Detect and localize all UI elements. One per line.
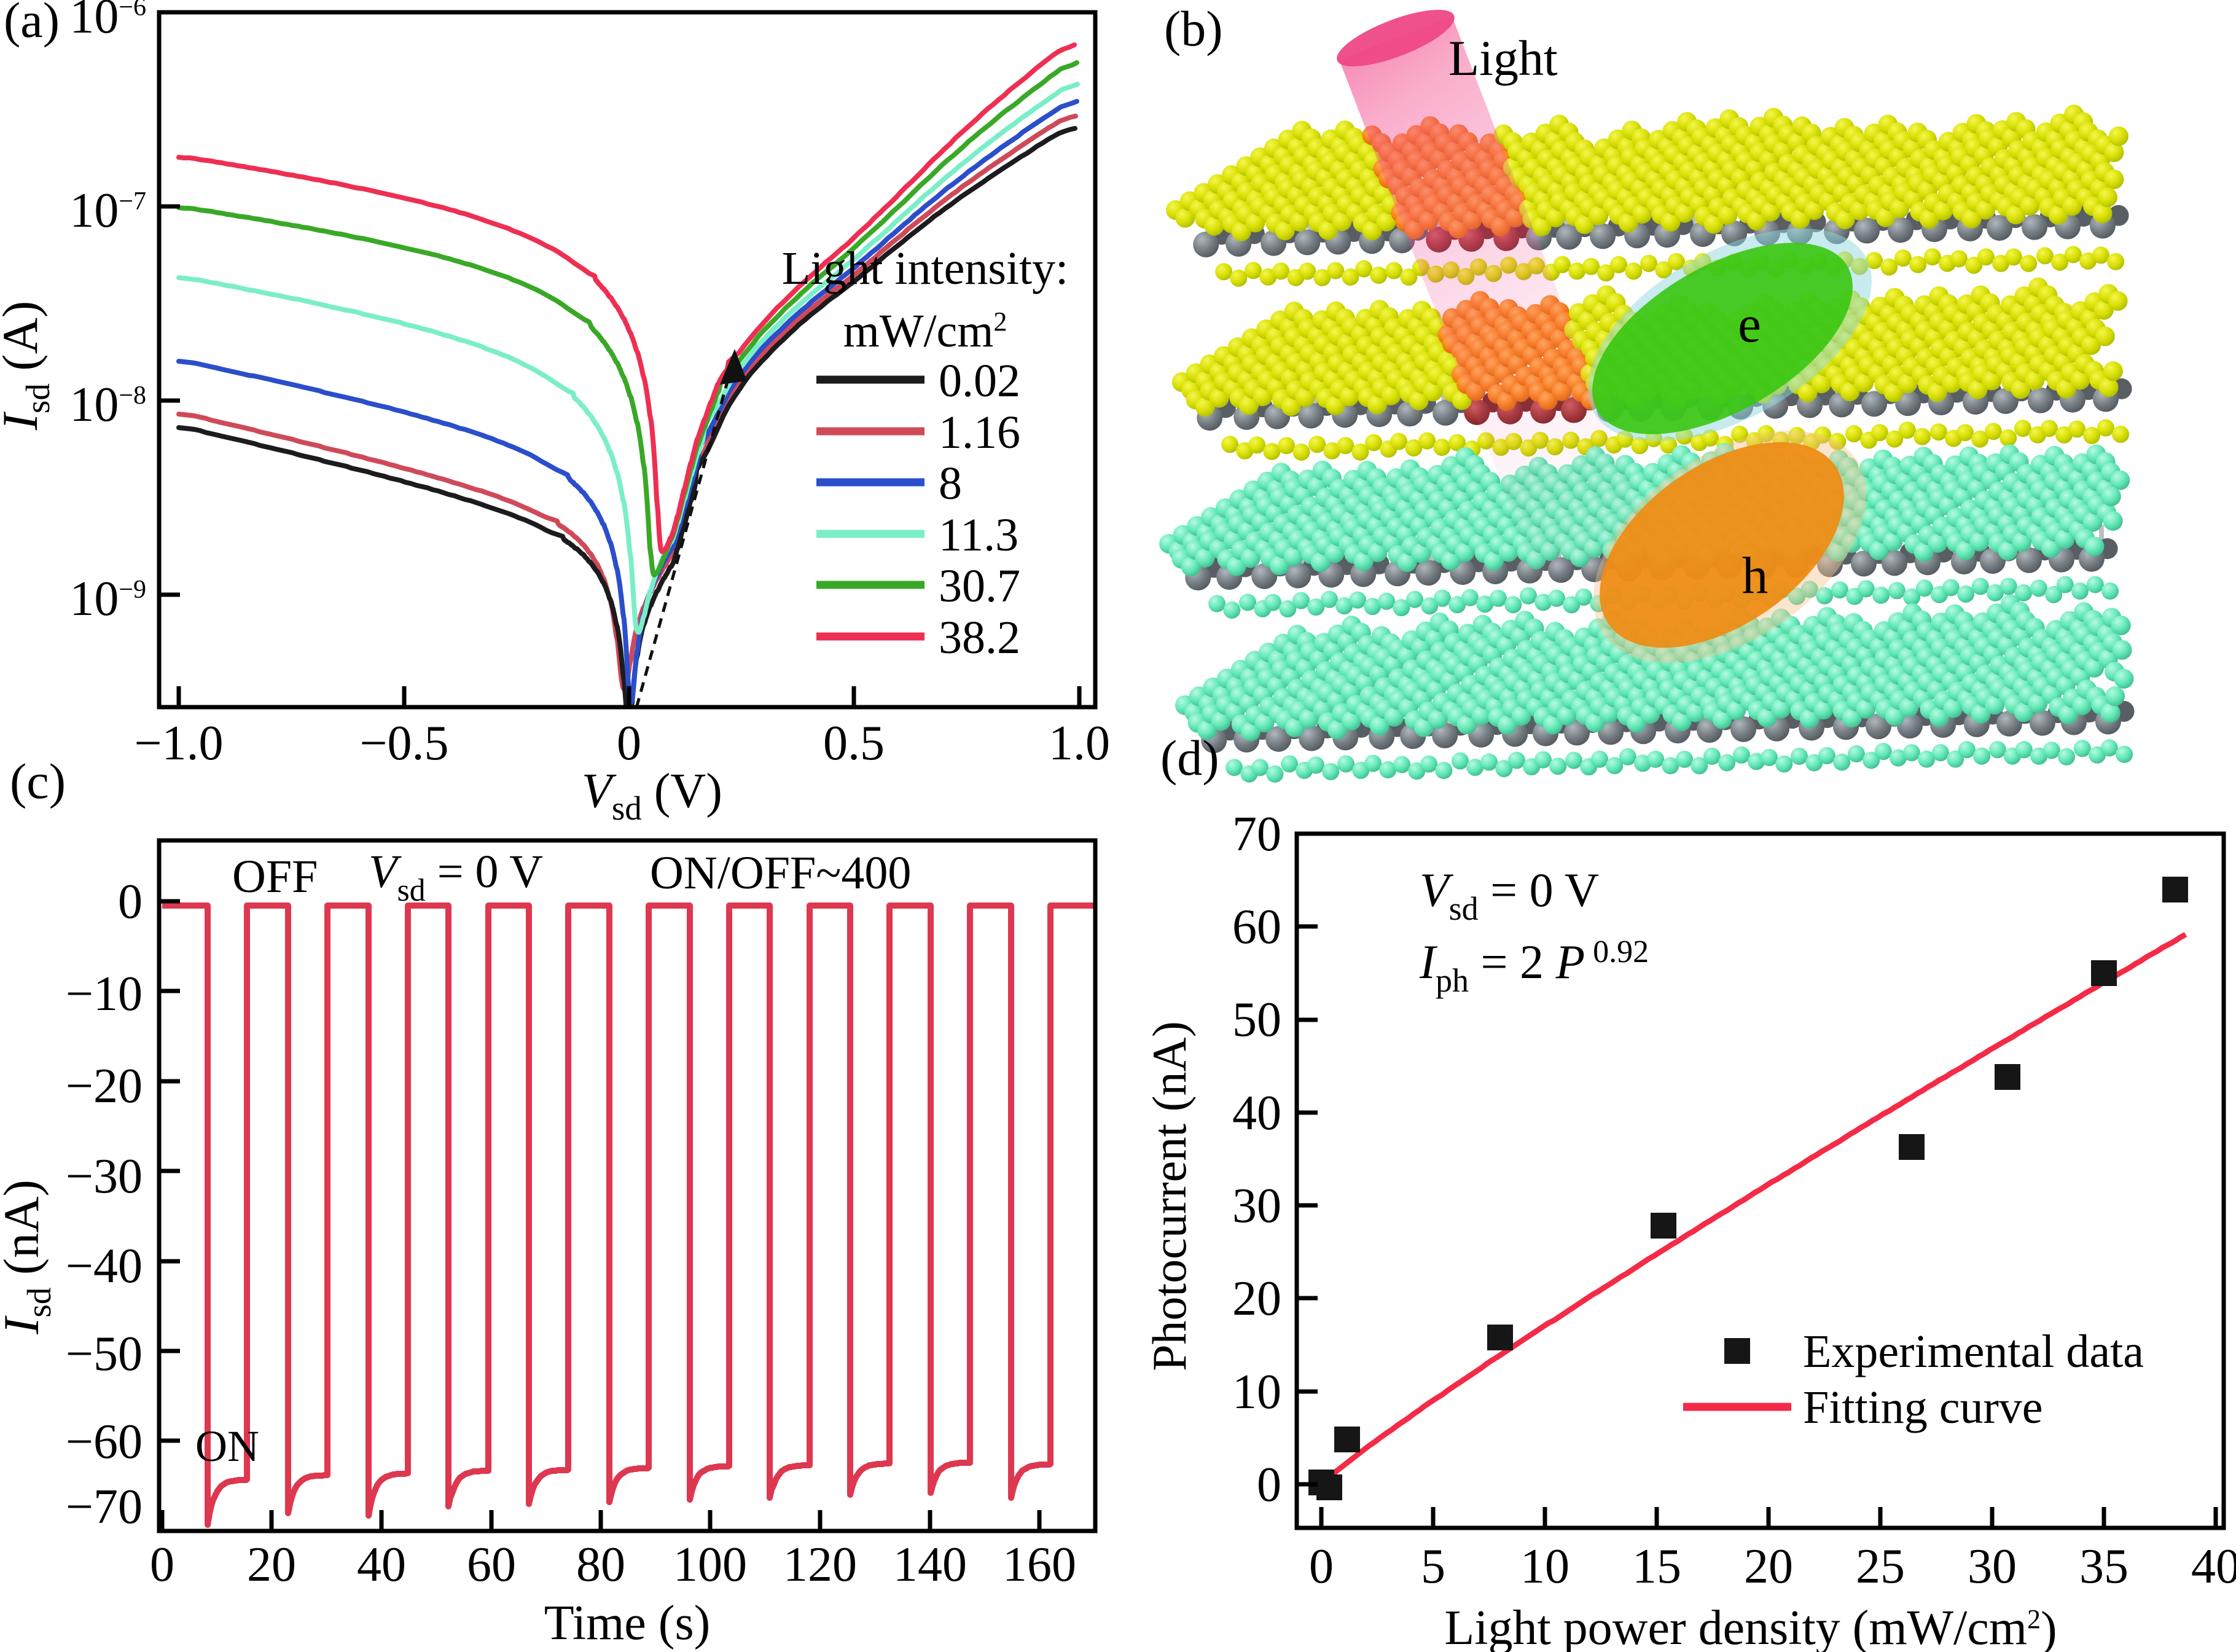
svg-text:(d): (d)	[1160, 730, 1219, 786]
svg-text:−1.0: −1.0	[134, 716, 223, 770]
svg-text:OFF: OFF	[232, 851, 318, 902]
svg-text:10−9: 10−9	[69, 572, 146, 626]
svg-text:10: 10	[1232, 1365, 1281, 1419]
svg-text:(b): (b)	[1164, 1, 1223, 57]
svg-text:Vsd = 0 V: Vsd = 0 V	[1420, 863, 1599, 927]
svg-text:10−8: 10−8	[69, 378, 146, 432]
svg-text:1.16: 1.16	[939, 407, 1020, 458]
svg-text:20: 20	[1744, 1540, 1793, 1594]
svg-text:Isd (A): Isd (A)	[0, 301, 57, 431]
svg-text:−0.5: −0.5	[359, 716, 448, 770]
svg-text:30: 30	[1232, 1179, 1281, 1233]
svg-text:−30: −30	[66, 1149, 143, 1204]
svg-text:0: 0	[118, 875, 143, 929]
svg-text:Vsd (V): Vsd (V)	[582, 764, 722, 827]
svg-text:15: 15	[1632, 1540, 1681, 1594]
svg-text:50: 50	[1232, 993, 1281, 1047]
svg-text:Time (s): Time (s)	[544, 1596, 710, 1650]
svg-text:Iph = 2 P 0.92: Iph = 2 P 0.92	[1419, 934, 1649, 999]
svg-text:25: 25	[1856, 1540, 1905, 1594]
svg-text:11.3: 11.3	[939, 509, 1018, 561]
svg-text:38.2: 38.2	[939, 612, 1020, 664]
svg-text:Light power density (mW/cm2): Light power density (mW/cm2)	[1444, 1601, 2057, 1652]
svg-text:160: 160	[1003, 1538, 1076, 1592]
svg-text:40: 40	[2191, 1540, 2236, 1594]
svg-text:Light intensity:: Light intensity:	[782, 243, 1069, 294]
svg-text:−40: −40	[66, 1239, 143, 1293]
svg-text:10: 10	[1520, 1540, 1570, 1594]
svg-text:35: 35	[2079, 1540, 2128, 1594]
svg-text:Experimental data: Experimental data	[1803, 1326, 2144, 1377]
svg-text:Light: Light	[1448, 30, 1558, 86]
svg-text:e: e	[1738, 296, 1761, 353]
svg-text:Isd (nA): Isd (nA)	[0, 1180, 58, 1335]
svg-text:Vsd = 0 V: Vsd = 0 V	[369, 846, 543, 908]
svg-text:20: 20	[1232, 1272, 1281, 1326]
svg-text:(a): (a)	[4, 0, 60, 48]
svg-text:8: 8	[939, 458, 962, 509]
svg-text:−20: −20	[66, 1059, 143, 1113]
svg-text:−60: −60	[66, 1415, 143, 1469]
svg-text:100: 100	[673, 1538, 747, 1592]
svg-text:Photocurrent (nA): Photocurrent (nA)	[1143, 1021, 1196, 1371]
svg-text:−50: −50	[66, 1327, 143, 1381]
svg-text:30.7: 30.7	[939, 560, 1020, 612]
svg-text:0: 0	[1309, 1540, 1334, 1594]
svg-text:10−6: 10−6	[69, 0, 146, 44]
svg-text:140: 140	[893, 1538, 967, 1592]
svg-text:0: 0	[1257, 1458, 1281, 1512]
svg-text:0: 0	[617, 716, 641, 770]
svg-text:ON/OFF~400: ON/OFF~400	[650, 847, 911, 899]
svg-text:1.0: 1.0	[1049, 716, 1110, 770]
svg-text:0.5: 0.5	[823, 716, 885, 770]
svg-text:−70: −70	[66, 1480, 143, 1534]
svg-text:20: 20	[247, 1538, 296, 1592]
svg-text:80: 80	[576, 1538, 625, 1592]
svg-text:0.02: 0.02	[939, 355, 1020, 407]
svg-text:40: 40	[357, 1538, 406, 1592]
svg-text:60: 60	[467, 1538, 516, 1592]
svg-text:30: 30	[1968, 1540, 2017, 1594]
svg-text:40: 40	[1232, 1086, 1281, 1140]
svg-text:5: 5	[1421, 1540, 1445, 1594]
svg-text:60: 60	[1232, 900, 1281, 954]
svg-text:Fitting curve: Fitting curve	[1803, 1382, 2043, 1433]
svg-text:70: 70	[1232, 807, 1281, 861]
svg-text:mW/cm2: mW/cm2	[843, 305, 1007, 357]
svg-text:h: h	[1742, 547, 1769, 605]
svg-text:−10: −10	[66, 967, 143, 1021]
svg-text:120: 120	[783, 1538, 857, 1592]
svg-text:ON: ON	[195, 1422, 259, 1471]
svg-text:0: 0	[150, 1538, 174, 1592]
svg-text:(c): (c)	[10, 753, 66, 809]
